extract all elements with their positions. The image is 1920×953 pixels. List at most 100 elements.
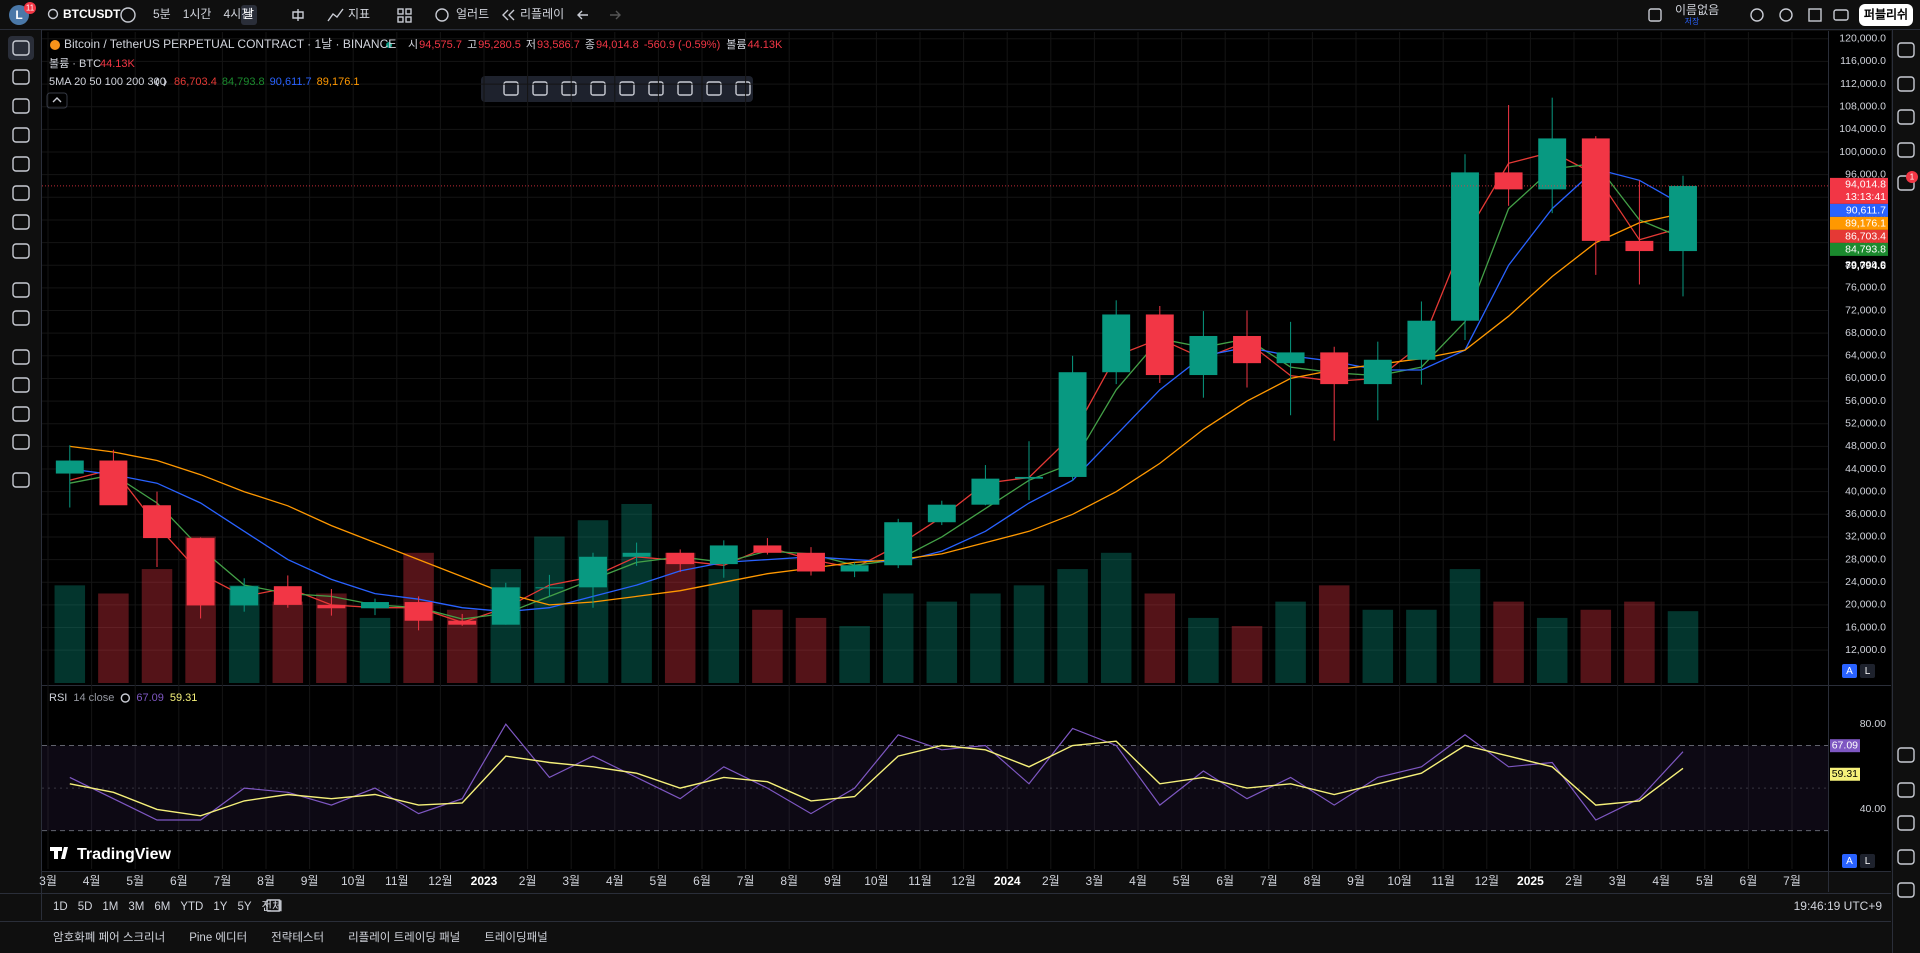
float-tool[interactable] (619, 81, 635, 96)
compare-icon[interactable] (120, 7, 136, 23)
time-label: 3월 (1086, 874, 1104, 888)
volume-bar (1188, 617, 1219, 683)
interval[interactable]: 1시간 (183, 7, 212, 21)
float-tool[interactable] (532, 81, 548, 96)
ma-value: 86,703.4 (174, 76, 217, 88)
quick-search-icon[interactable] (1750, 8, 1764, 22)
tool-icon[interactable] (12, 243, 30, 259)
interval[interactable]: 4시간 (223, 7, 252, 21)
volume-bar (795, 617, 827, 683)
scale-button-label: A (1846, 856, 1853, 867)
layout-name[interactable]: 이름없음 (1675, 3, 1719, 17)
float-tool[interactable] (590, 81, 606, 96)
side-icon[interactable] (1897, 882, 1915, 898)
side-icon[interactable] (1897, 109, 1915, 125)
range-button[interactable]: 1Y (213, 901, 227, 913)
footer-tab[interactable]: 트레이딩패널 (484, 931, 547, 944)
interval[interactable]: 날 (243, 7, 254, 21)
collapse-legend[interactable] (46, 92, 68, 109)
side-icon[interactable] (1897, 747, 1915, 763)
time-label: 9월 (301, 874, 319, 888)
candle-body (535, 587, 564, 589)
volume-bar (839, 626, 870, 683)
tool-icon[interactable] (12, 472, 30, 488)
tool-icon[interactable] (12, 127, 30, 143)
footer-tab[interactable]: 암호화폐 페어 스크리너 (53, 931, 165, 944)
rsi-label: 67.09 (1832, 739, 1858, 751)
side-icon[interactable] (1897, 42, 1915, 58)
alert[interactable]: 얼러트 (456, 7, 489, 21)
replay[interactable]: 리플레이 (520, 7, 564, 21)
publish-label: 퍼블리쉬 (1864, 7, 1908, 22)
templates-icon[interactable] (397, 8, 404, 15)
symbol[interactable]: BTCUSDT (63, 7, 121, 21)
tool-icon[interactable] (12, 98, 30, 114)
scale-button-label: A (1846, 666, 1853, 677)
side-icon[interactable] (1897, 76, 1915, 92)
price-label: 89,176.1 (1845, 218, 1886, 230)
range-button[interactable]: 1D (53, 901, 68, 913)
fullscreen-icon[interactable] (1808, 8, 1822, 22)
time-label: 11월 (385, 874, 409, 888)
time-label: 9월 (1347, 874, 1365, 888)
time-label: 9월 (824, 874, 842, 888)
date-range-icon[interactable] (266, 899, 281, 912)
float-tool[interactable] (677, 81, 693, 96)
float-tool[interactable] (503, 81, 519, 96)
candle-body (1015, 476, 1043, 479)
footer-tab[interactable]: 전략테스터 (271, 931, 324, 944)
scale-button[interactable] (1860, 664, 1875, 678)
footer-tab[interactable]: Pine 에디터 (189, 931, 247, 944)
publish-button[interactable] (1859, 4, 1913, 26)
price-tick-label: 72,000.0 (1845, 304, 1886, 316)
range-button[interactable]: YTD (180, 901, 203, 913)
scale-button[interactable] (1860, 854, 1875, 868)
price-tick-label: 96,000.0 (1845, 168, 1886, 180)
price-tick-label: 24,000.0 (1845, 576, 1886, 588)
float-tool[interactable] (648, 81, 664, 96)
side-icon[interactable] (1897, 782, 1915, 798)
range-button[interactable]: 1M (102, 901, 118, 913)
tool-icon[interactable] (12, 434, 30, 450)
float-tool[interactable] (561, 81, 577, 96)
side-icon[interactable] (1897, 849, 1915, 865)
undo-icon[interactable] (577, 10, 588, 20)
tool-icon[interactable] (12, 349, 30, 365)
scale-button[interactable] (1842, 664, 1857, 678)
tool-icon[interactable] (12, 156, 30, 172)
range-button[interactable]: 6M (154, 901, 170, 913)
scale-button[interactable] (1842, 854, 1857, 868)
float-tool[interactable] (735, 81, 751, 96)
side-icon[interactable] (1897, 815, 1915, 831)
tool-icon[interactable] (12, 214, 30, 230)
moving-average (69, 162, 1684, 620)
price-label: 94,014.8 (1845, 179, 1886, 191)
range-button[interactable]: 5D (78, 901, 93, 913)
redo-icon[interactable] (610, 10, 621, 20)
interval[interactable]: 5분 (153, 7, 171, 21)
tool-icon[interactable] (12, 40, 30, 56)
side-toolbar (1897, 42, 1915, 898)
tool-icon[interactable] (12, 69, 30, 85)
tool-icon[interactable] (12, 282, 30, 298)
tool-icon[interactable] (12, 310, 30, 326)
side-icon[interactable] (1897, 142, 1915, 158)
range-button[interactable]: 3M (128, 901, 144, 913)
chart-type-icon[interactable] (292, 9, 304, 21)
footer-tab[interactable]: 리플레이 트레이딩 패널 (348, 931, 460, 944)
avatar[interactable] (9, 5, 29, 25)
price-tick-label: 108,000.0 (1839, 101, 1886, 113)
settings-icon[interactable] (1779, 8, 1793, 22)
tool-icon[interactable] (12, 406, 30, 422)
tool-icon[interactable] (12, 185, 30, 201)
market-status (386, 42, 392, 48)
side-icon[interactable] (1897, 175, 1915, 191)
volume-bar (1318, 585, 1350, 683)
price-tick-label: 120,000.0 (1839, 33, 1886, 45)
tool-icon[interactable] (12, 377, 30, 393)
time-label: 2025 (1517, 874, 1544, 888)
indicators[interactable]: 지표 (348, 7, 370, 21)
range-button[interactable]: 5Y (237, 901, 251, 913)
float-tool[interactable] (706, 81, 722, 96)
snapshot-icon[interactable] (1833, 9, 1849, 21)
